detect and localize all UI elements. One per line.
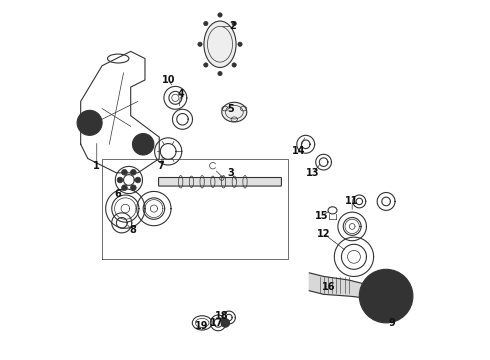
Circle shape [221, 319, 230, 327]
Circle shape [77, 111, 102, 135]
Text: 16: 16 [322, 282, 336, 292]
Text: 12: 12 [317, 229, 330, 239]
Circle shape [122, 170, 127, 175]
Text: 10: 10 [161, 75, 175, 85]
Circle shape [130, 185, 136, 190]
Circle shape [122, 185, 127, 190]
Circle shape [130, 170, 136, 175]
FancyBboxPatch shape [159, 177, 281, 186]
Polygon shape [356, 282, 363, 298]
Polygon shape [348, 280, 356, 297]
Text: 1: 1 [94, 161, 100, 171]
Polygon shape [317, 275, 323, 294]
Text: 13: 13 [306, 168, 319, 178]
Text: 14: 14 [292, 147, 305, 157]
Text: 15: 15 [315, 211, 329, 221]
Text: 7: 7 [158, 161, 165, 171]
Text: 4: 4 [177, 89, 184, 99]
Text: 5: 5 [227, 104, 234, 113]
Text: 3: 3 [227, 168, 234, 178]
Circle shape [198, 42, 202, 46]
Polygon shape [309, 273, 317, 293]
Circle shape [232, 21, 236, 26]
Circle shape [132, 134, 154, 155]
Circle shape [117, 177, 123, 183]
Text: 18: 18 [215, 311, 229, 321]
Text: 8: 8 [129, 225, 136, 235]
Circle shape [359, 269, 413, 323]
Circle shape [232, 63, 236, 67]
Text: 9: 9 [388, 318, 395, 328]
Text: 6: 6 [115, 189, 122, 199]
Text: 11: 11 [345, 197, 359, 206]
Text: 17: 17 [210, 318, 223, 328]
Ellipse shape [204, 21, 236, 67]
Text: 2: 2 [229, 21, 236, 31]
Circle shape [204, 63, 208, 67]
Circle shape [238, 42, 242, 46]
Circle shape [218, 71, 222, 76]
Text: 19: 19 [196, 321, 209, 332]
Circle shape [218, 13, 222, 17]
Circle shape [204, 21, 208, 26]
Polygon shape [323, 276, 348, 296]
Polygon shape [81, 51, 159, 173]
Circle shape [135, 177, 141, 183]
Ellipse shape [222, 102, 247, 122]
